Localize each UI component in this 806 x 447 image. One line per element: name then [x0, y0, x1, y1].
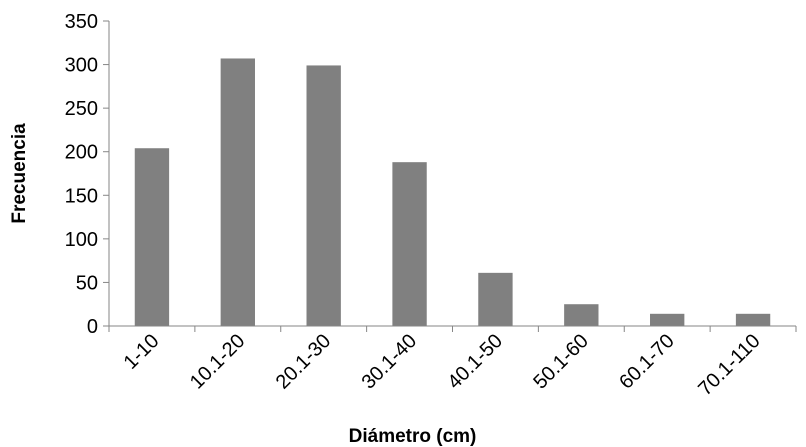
bar-70.1-110 [735, 313, 771, 326]
y-tick-label: 50 [76, 272, 98, 294]
x-tick-label: 1-10 [120, 330, 164, 374]
y-tick-label: 0 [87, 316, 98, 338]
x-tick-label: 70.1-110 [694, 330, 764, 400]
bar-50.1-60 [564, 304, 599, 326]
bar-10.1-20 [220, 58, 255, 326]
x-tick-label: 40.1-50 [443, 330, 507, 394]
y-tick-label: 100 [65, 229, 98, 251]
y-tick-label: 250 [65, 98, 98, 120]
x-axis-title: Diámetro (cm) [349, 426, 477, 447]
bar-1-10 [134, 148, 170, 326]
bar-60.1-70 [650, 313, 685, 326]
y-tick-label: 150 [65, 185, 98, 207]
y-tick-label: 200 [65, 142, 98, 164]
y-axis-ticks: 0 50 100 150 200 250 300 350 [65, 11, 109, 338]
y-tick-label: 300 [65, 55, 98, 77]
x-tick-label: 50.1-60 [529, 330, 593, 394]
x-axis-ticks: 1-10 10.1-20 20.1-30 30.1-40 40.1-50 50.1-60 6… [108, 326, 797, 400]
x-tick-label: 30.1-40 [358, 330, 422, 394]
x-tick-label: 60.1-70 [615, 330, 679, 394]
bar-30.1-40 [392, 162, 427, 326]
bar-40.1-50 [478, 272, 513, 326]
x-tick-label: 10.1-20 [186, 330, 250, 394]
y-axis-title: Frecuencia [9, 123, 30, 224]
y-tick-label: 350 [65, 11, 98, 33]
x-tick-label: 20.1-30 [272, 330, 336, 394]
bar-20.1-30 [306, 65, 341, 326]
bars [134, 58, 771, 326]
